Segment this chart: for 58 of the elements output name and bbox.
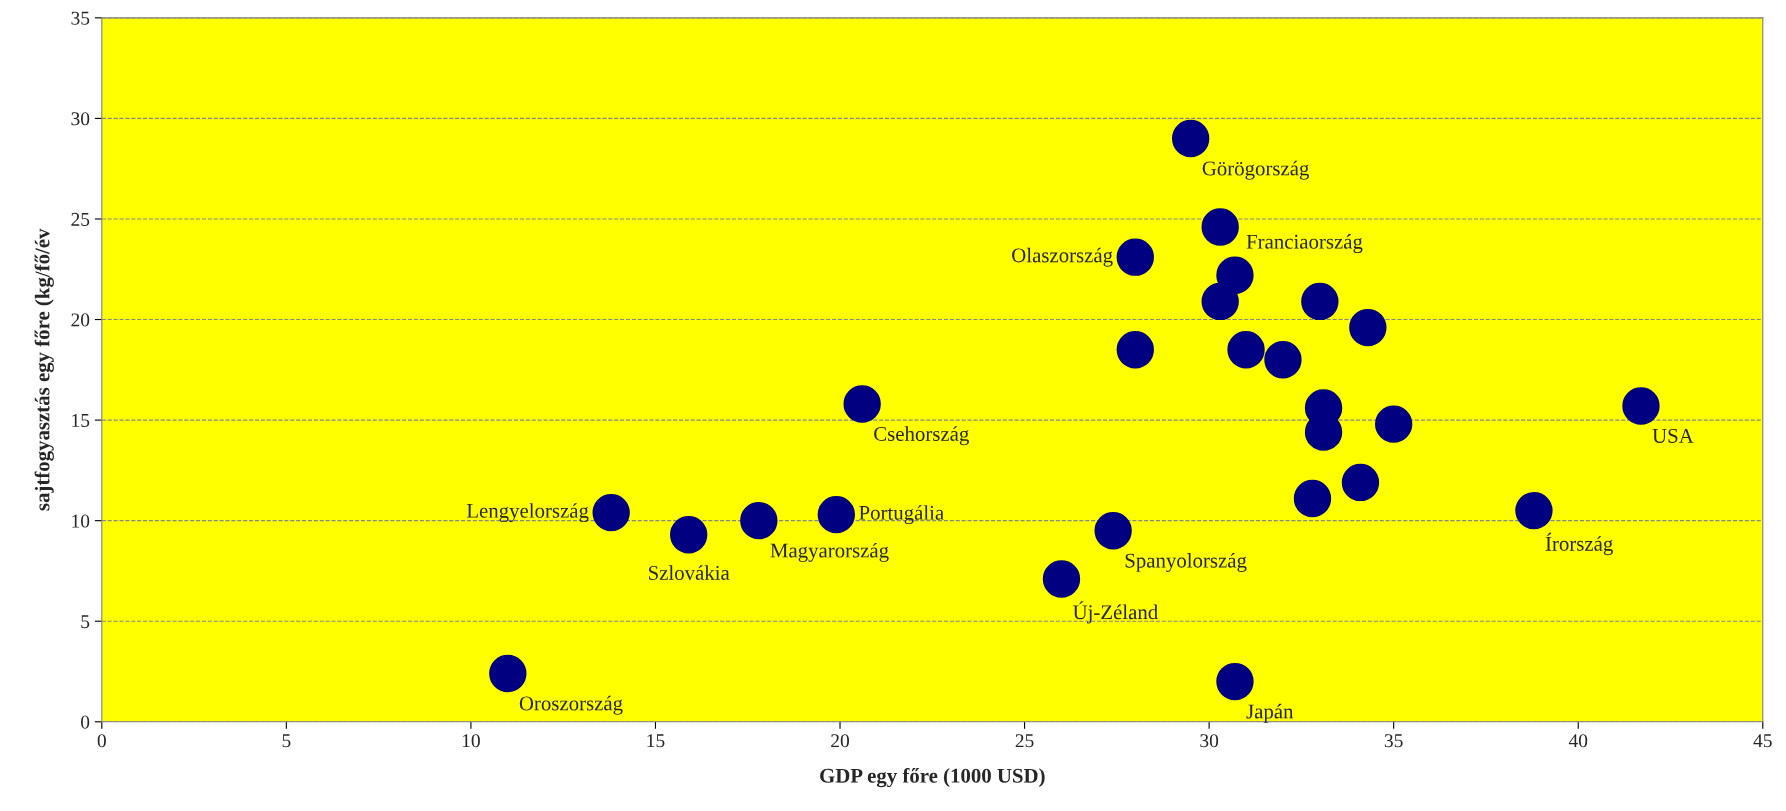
x-axis-title: GDP egy főre (1000 USD)	[820, 767, 1045, 788]
annotation: Magyarország	[770, 542, 889, 562]
point	[1171, 119, 1210, 158]
point	[1622, 387, 1660, 425]
x-tick-label: 10	[462, 734, 480, 748]
y-tick-label: 0	[81, 715, 90, 729]
annotation: Lengyelország	[466, 503, 589, 523]
x-tick-label: 30	[1200, 734, 1219, 748]
point	[1116, 238, 1154, 276]
x-tick-label: 45	[1753, 734, 1772, 748]
point	[1227, 331, 1265, 369]
y-axis-title: sajtfogyasztás egy főre (kg/fő/év	[34, 228, 54, 511]
annotation: Portugália	[859, 505, 944, 525]
x-tick-label: 15	[647, 734, 665, 748]
point	[489, 654, 527, 693]
annotation: Írország	[1545, 532, 1613, 556]
x-tick-label: 5	[282, 734, 291, 748]
annotation: Szlovákia	[649, 565, 730, 580]
point	[1301, 282, 1339, 321]
annotation: USA	[1652, 428, 1694, 443]
x-tick-label: 20	[831, 734, 849, 748]
y-tick-label: 15	[72, 414, 90, 428]
point	[817, 495, 856, 534]
x-tick-label: 35	[1384, 734, 1403, 748]
point	[1293, 479, 1332, 518]
point	[1341, 463, 1380, 502]
point	[1216, 256, 1254, 294]
point	[740, 501, 778, 540]
point	[1042, 560, 1081, 598]
x-tick-label: 25	[1015, 734, 1034, 748]
x-tick-label: 40	[1568, 734, 1588, 748]
point	[1515, 491, 1553, 530]
point	[1216, 662, 1254, 701]
annotation: Görögország	[1202, 160, 1309, 180]
point	[1264, 341, 1302, 379]
annotation: Spanyolország	[1125, 552, 1247, 572]
annotation: Franciaország	[1246, 234, 1363, 254]
annotation: Oroszország	[519, 695, 623, 715]
point	[670, 516, 708, 554]
point	[1201, 208, 1239, 246]
y-tick-label: 5	[81, 615, 90, 629]
annotation: Japán	[1246, 703, 1294, 723]
point	[1375, 405, 1413, 443]
point	[1201, 282, 1239, 321]
point	[592, 493, 630, 532]
annotation: Új-Zéland	[1073, 601, 1158, 624]
x-tick-label: 0	[97, 734, 106, 748]
y-tick-label: 25	[71, 212, 90, 226]
y-tick-label: 10	[72, 514, 90, 528]
point	[1349, 308, 1387, 347]
y-tick-label: 30	[71, 112, 90, 126]
point	[843, 385, 881, 423]
annotation: Olaszország	[1012, 247, 1113, 267]
y-tick-label: 20	[71, 313, 90, 327]
point	[1094, 512, 1132, 550]
point	[1116, 331, 1154, 369]
annotation: Csehország	[874, 426, 969, 446]
y-tick-label: 35	[71, 11, 90, 25]
